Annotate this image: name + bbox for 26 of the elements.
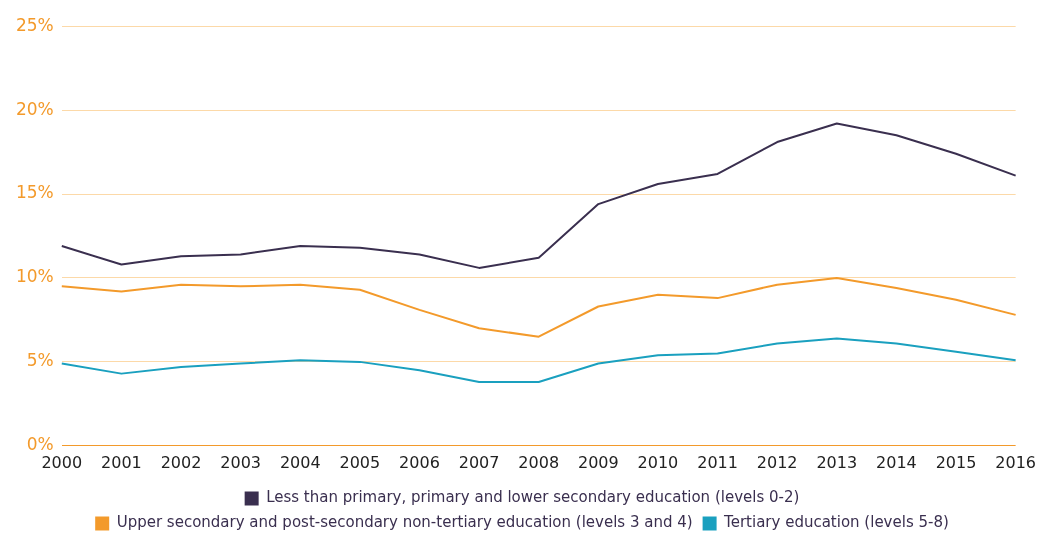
y-tick-label: 10% xyxy=(15,266,54,287)
x-tick-label: 2005 xyxy=(339,452,381,472)
x-tick-label: 2016 xyxy=(995,452,1036,472)
x-tick-label: 2008 xyxy=(518,452,560,472)
x-tick-label: 2002 xyxy=(160,452,202,472)
x-tick-label: 2012 xyxy=(756,452,798,472)
y-tick-label: 20% xyxy=(15,98,54,119)
x-tick-label: 2000 xyxy=(41,452,83,472)
x-tick-label: 2001 xyxy=(101,452,142,472)
legend-label: Tertiary education (levels 5-8) xyxy=(723,513,949,532)
legend-label: Less than primary, primary and lower secondary education (levels 0-2) xyxy=(266,488,800,507)
x-tick-label: 2009 xyxy=(577,452,619,472)
x-tick-label: 2003 xyxy=(220,452,261,472)
x-tick-label: 2014 xyxy=(876,452,917,472)
x-tick-label: 2010 xyxy=(637,452,679,472)
x-tick-label: 2007 xyxy=(458,452,500,472)
x-tick-label: 2006 xyxy=(399,452,440,472)
x-tick-label: 2015 xyxy=(935,452,977,472)
x-tick-label: 2013 xyxy=(816,452,858,472)
legend-label: Upper secondary and post-secondary non-tertiary education (levels 3 and 4) xyxy=(116,513,693,532)
y-tick-label: 25% xyxy=(15,14,54,35)
y-tick-label: 0% xyxy=(26,434,54,455)
y-tick-label: 15% xyxy=(15,182,54,203)
x-tick-label: 2011 xyxy=(697,452,738,472)
y-tick-label: 5% xyxy=(26,350,54,371)
x-tick-label: 2004 xyxy=(279,452,321,472)
